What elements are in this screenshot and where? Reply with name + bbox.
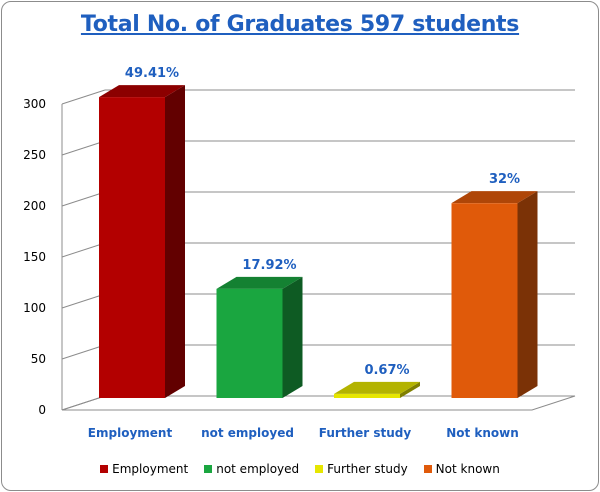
x-tick-label: Employment [88,426,173,440]
data-label: 32% [489,172,520,187]
bar-top [334,381,420,394]
data-label: 0.67% [364,363,409,378]
y-tick-label: 150 [23,250,46,264]
bar-not-known [451,203,518,398]
legend-item: Not known [423,462,500,476]
bar-top [99,85,185,98]
legend-label: Employment [112,462,189,476]
legend-swatch [423,465,432,473]
gridline-side [61,344,106,360]
y-tick-label: 0 [38,403,46,417]
legend-swatch [100,465,109,473]
gridline-side [61,140,106,156]
legend-item: not employed [204,462,299,476]
gridline-side [61,89,106,105]
gridline-side [61,395,106,411]
y-tick-label: 250 [23,148,46,162]
bar-side [282,276,303,398]
legend-swatch [315,465,324,473]
gridline-side [61,242,106,258]
legend-item: Employment [100,462,188,476]
chart-legend: Employment not employed Further study Not k… [0,462,600,476]
x-tick-label: not employed [201,426,294,440]
bar-employment [99,97,165,398]
bar-top [216,276,303,289]
x-tick-label: Not known [446,426,519,440]
legend-label: Not known [435,462,500,476]
legend-item: Further study [315,462,408,476]
chart-title: Total No. of Graduates 597 students [80,12,520,37]
y-tick-label: 300 [23,97,46,111]
bar-further-study [334,393,400,398]
bar-not-employed [216,288,283,398]
data-label: 17.92% [242,258,296,273]
y-tick-label: 100 [23,301,46,315]
y-tick-label: 200 [23,199,46,213]
x-tick-label: Further study [319,426,412,440]
bar-side [165,85,185,398]
gridline-side [61,191,106,207]
legend-label: Further study [327,462,408,476]
legend-swatch [204,465,213,473]
chart-floor [61,395,576,411]
legend-label: not employed [216,462,300,476]
bar-side [517,191,538,398]
bar-top [451,191,538,204]
y-tick-label: 50 [31,352,46,366]
data-label: 49.41% [125,66,179,81]
gridline-side [61,293,106,309]
bar-side [400,381,420,398]
